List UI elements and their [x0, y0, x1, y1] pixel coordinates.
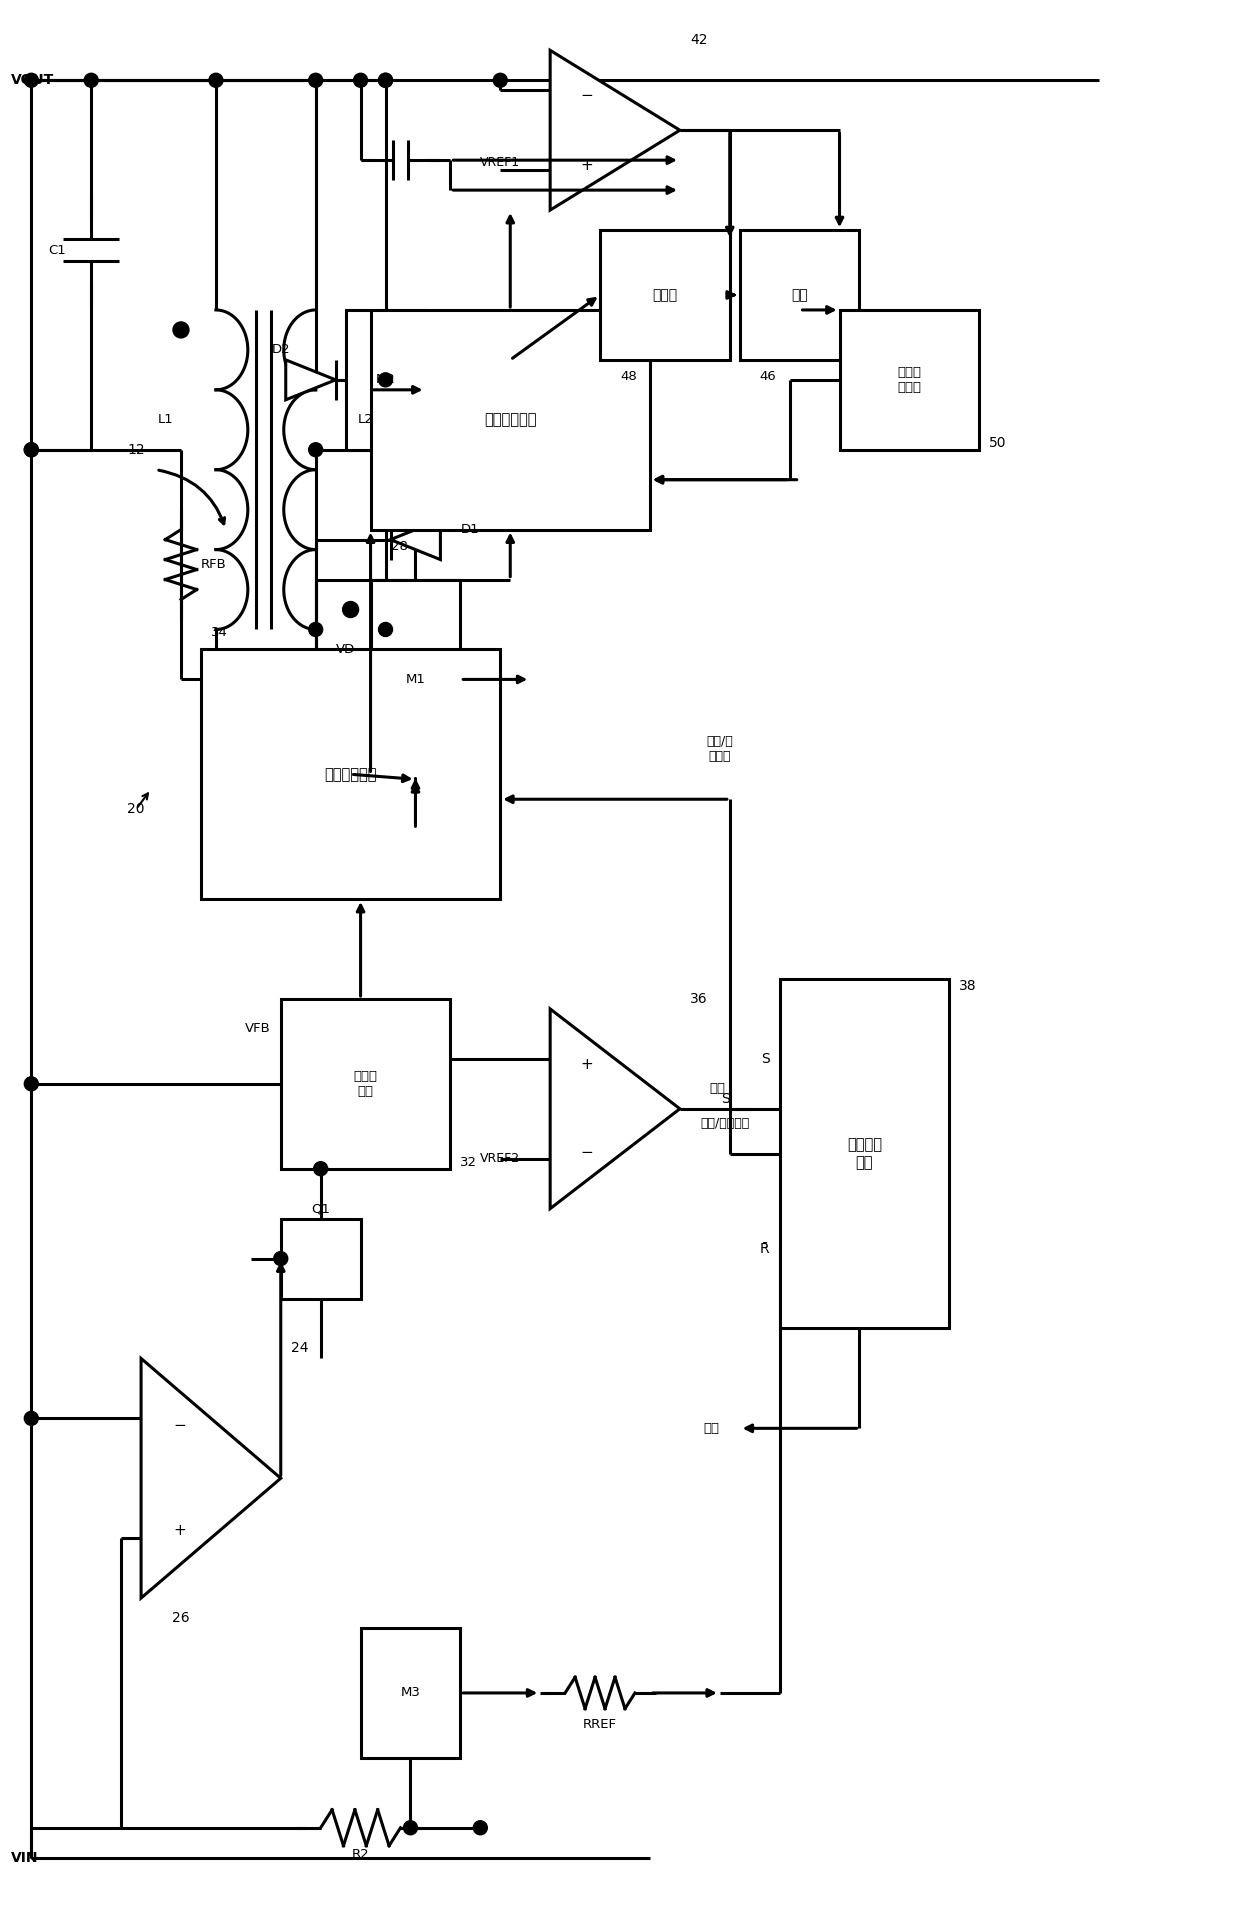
Circle shape — [309, 73, 322, 87]
Bar — [839, 311, 980, 449]
Text: 50: 50 — [990, 436, 1007, 449]
Text: 切断/唤醒控制: 切断/唤醒控制 — [701, 1117, 750, 1130]
Text: 36: 36 — [689, 992, 708, 1005]
Circle shape — [25, 1076, 38, 1090]
Text: L1: L1 — [159, 413, 174, 426]
Bar — [201, 650, 500, 899]
Text: R̄: R̄ — [760, 1242, 770, 1256]
Circle shape — [378, 73, 393, 87]
Circle shape — [309, 444, 322, 457]
Text: 38: 38 — [960, 980, 977, 993]
Circle shape — [84, 73, 98, 87]
Text: 逻辑: 逻辑 — [791, 287, 808, 303]
Text: VREF2: VREF2 — [480, 1152, 521, 1165]
Circle shape — [494, 73, 507, 87]
Text: 唤醒: 唤醒 — [704, 1422, 719, 1435]
Text: 32: 32 — [460, 1155, 477, 1169]
Text: 同步切换控制: 同步切换控制 — [484, 413, 537, 428]
Text: 计时器: 计时器 — [652, 287, 677, 303]
Bar — [361, 1628, 460, 1757]
Circle shape — [342, 602, 358, 617]
Bar — [280, 999, 450, 1169]
Bar — [740, 230, 859, 361]
Text: −: − — [174, 1418, 186, 1433]
Circle shape — [378, 372, 393, 388]
Text: VFB: VFB — [246, 1022, 270, 1036]
Text: VIN: VIN — [11, 1850, 38, 1865]
Circle shape — [309, 623, 322, 637]
Circle shape — [25, 444, 38, 457]
Circle shape — [274, 1252, 288, 1265]
Bar — [280, 1219, 361, 1298]
Circle shape — [378, 73, 393, 87]
Text: L2: L2 — [357, 413, 373, 426]
Text: 26: 26 — [172, 1611, 190, 1624]
Text: 20: 20 — [128, 802, 145, 816]
Text: −: − — [580, 1146, 593, 1159]
Text: 切断: 切断 — [709, 1082, 725, 1096]
Polygon shape — [141, 1358, 280, 1597]
Text: +: + — [580, 1057, 593, 1073]
Text: +: + — [174, 1524, 186, 1539]
Text: 42: 42 — [689, 33, 707, 48]
Text: M2: M2 — [376, 374, 396, 386]
Circle shape — [208, 73, 223, 87]
Text: RREF: RREF — [583, 1719, 618, 1730]
Text: 24: 24 — [290, 1341, 309, 1356]
Polygon shape — [391, 519, 440, 559]
Text: 12: 12 — [128, 444, 145, 457]
Text: +: + — [580, 158, 593, 174]
Text: 28: 28 — [391, 540, 408, 552]
Text: D1: D1 — [460, 523, 479, 536]
Circle shape — [403, 1821, 418, 1834]
Circle shape — [25, 1412, 38, 1426]
Text: 单稳态
触发器: 单稳态 触发器 — [898, 367, 921, 394]
Text: 休眠模式
控制: 休眠模式 控制 — [847, 1138, 882, 1169]
Circle shape — [353, 73, 367, 87]
Text: R2: R2 — [352, 1848, 370, 1861]
Text: C1: C1 — [48, 243, 66, 257]
Text: M3: M3 — [401, 1686, 420, 1699]
Text: 取样与
保持: 取样与 保持 — [353, 1071, 377, 1098]
Circle shape — [474, 1821, 487, 1834]
Bar — [780, 980, 950, 1329]
Circle shape — [25, 444, 38, 457]
Text: VOUT: VOUT — [11, 73, 55, 87]
Text: 切断/唤
醒控制: 切断/唤 醒控制 — [707, 735, 733, 764]
Text: 46: 46 — [760, 370, 776, 382]
Text: 48: 48 — [620, 370, 637, 382]
Text: RFB: RFB — [201, 557, 227, 571]
Text: 34: 34 — [211, 627, 228, 640]
Text: M1: M1 — [405, 673, 425, 687]
Bar — [600, 230, 730, 361]
Circle shape — [378, 623, 393, 637]
Text: 电压调节控制: 电压调节控制 — [325, 766, 377, 781]
Text: Q1: Q1 — [311, 1202, 330, 1215]
Text: VD: VD — [336, 642, 355, 656]
Circle shape — [314, 1161, 327, 1175]
Bar — [371, 311, 650, 530]
Bar — [371, 579, 460, 779]
Text: −: − — [580, 87, 593, 102]
Text: D2: D2 — [272, 343, 290, 357]
Text: S: S — [720, 1092, 730, 1105]
Bar — [346, 311, 425, 449]
Polygon shape — [551, 50, 680, 210]
Circle shape — [25, 73, 38, 87]
Polygon shape — [285, 361, 336, 399]
Text: VREF1: VREF1 — [480, 156, 521, 168]
Polygon shape — [551, 1009, 680, 1209]
Circle shape — [174, 322, 188, 338]
Text: S: S — [761, 1051, 770, 1067]
